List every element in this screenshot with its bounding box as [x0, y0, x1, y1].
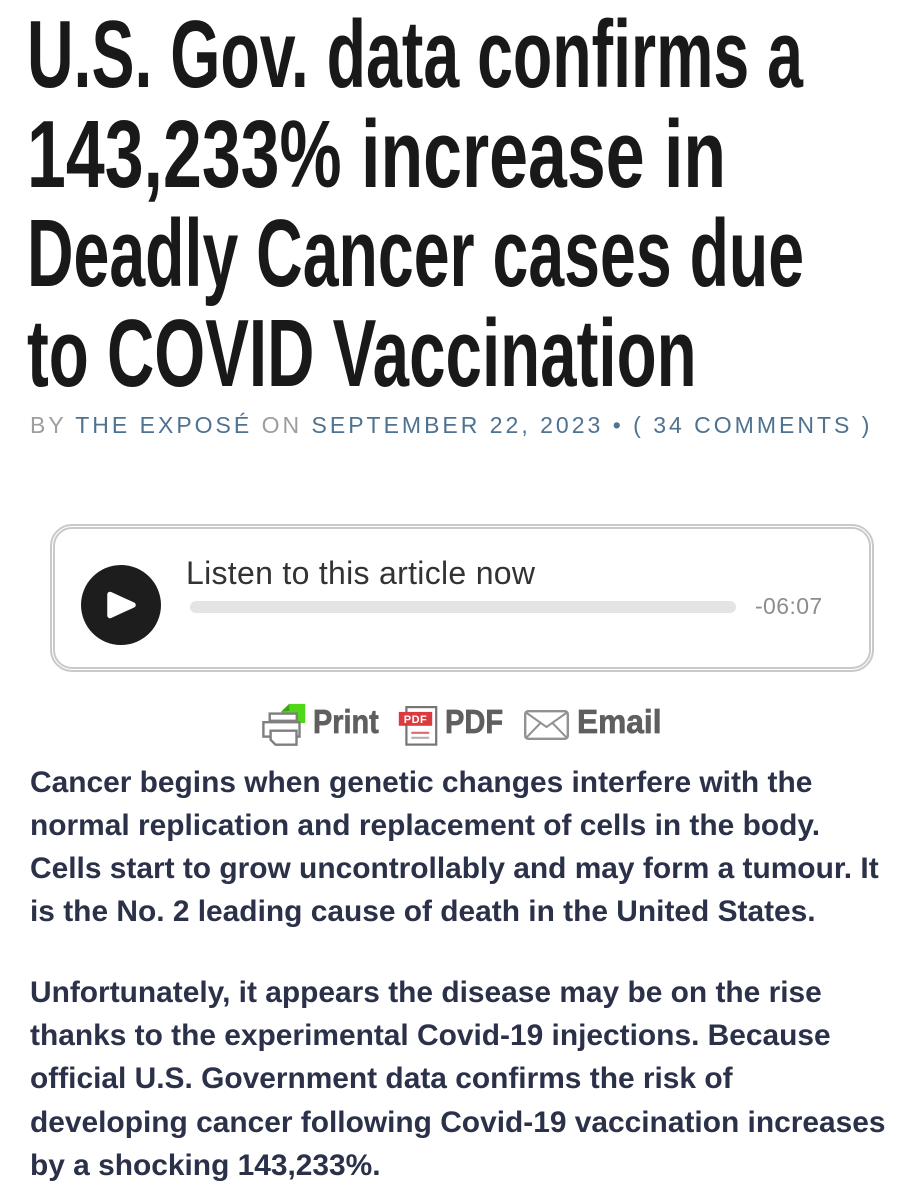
- svg-text:PDF: PDF: [404, 714, 428, 726]
